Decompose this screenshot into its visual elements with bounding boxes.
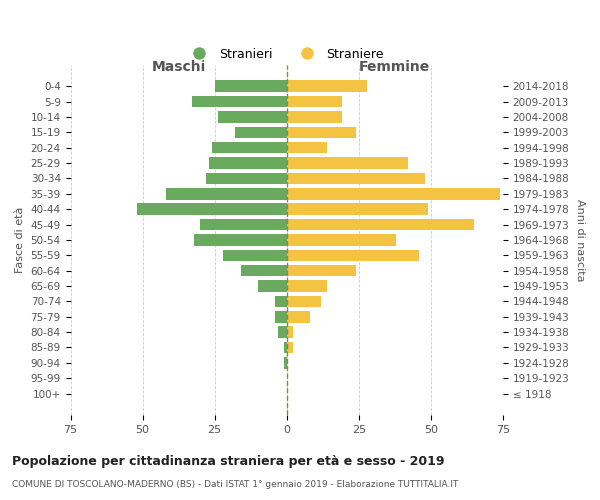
Bar: [287, 142, 327, 154]
Y-axis label: Anni di nascita: Anni di nascita: [575, 198, 585, 281]
Bar: [194, 234, 287, 245]
Bar: [287, 80, 367, 92]
Bar: [200, 219, 287, 230]
Bar: [258, 280, 287, 292]
Bar: [287, 296, 322, 307]
Bar: [212, 142, 287, 154]
Text: Femmine: Femmine: [359, 60, 430, 74]
Bar: [278, 326, 287, 338]
Bar: [287, 326, 293, 338]
Bar: [284, 342, 287, 353]
Text: COMUNE DI TOSCOLANO-MADERNO (BS) - Dati ISTAT 1° gennaio 2019 - Elaborazione TUT: COMUNE DI TOSCOLANO-MADERNO (BS) - Dati …: [12, 480, 458, 489]
Bar: [215, 80, 287, 92]
Bar: [166, 188, 287, 200]
Bar: [206, 172, 287, 184]
Bar: [137, 204, 287, 215]
Bar: [241, 265, 287, 276]
Bar: [275, 311, 287, 322]
Y-axis label: Fasce di età: Fasce di età: [15, 206, 25, 273]
Bar: [287, 311, 310, 322]
Text: Maschi: Maschi: [152, 60, 206, 74]
Bar: [287, 219, 474, 230]
Bar: [218, 111, 287, 122]
Bar: [287, 96, 341, 108]
Bar: [235, 126, 287, 138]
Bar: [287, 250, 419, 261]
Bar: [287, 234, 397, 245]
Bar: [275, 296, 287, 307]
Bar: [287, 111, 341, 122]
Bar: [287, 204, 428, 215]
Bar: [191, 96, 287, 108]
Bar: [209, 158, 287, 169]
Bar: [287, 265, 356, 276]
Text: Popolazione per cittadinanza straniera per età e sesso - 2019: Popolazione per cittadinanza straniera p…: [12, 455, 445, 468]
Bar: [287, 172, 425, 184]
Bar: [287, 126, 356, 138]
Bar: [287, 280, 327, 292]
Bar: [287, 342, 293, 353]
Bar: [287, 158, 408, 169]
Bar: [223, 250, 287, 261]
Bar: [287, 188, 500, 200]
Legend: Stranieri, Straniere: Stranieri, Straniere: [185, 42, 389, 66]
Bar: [284, 357, 287, 368]
